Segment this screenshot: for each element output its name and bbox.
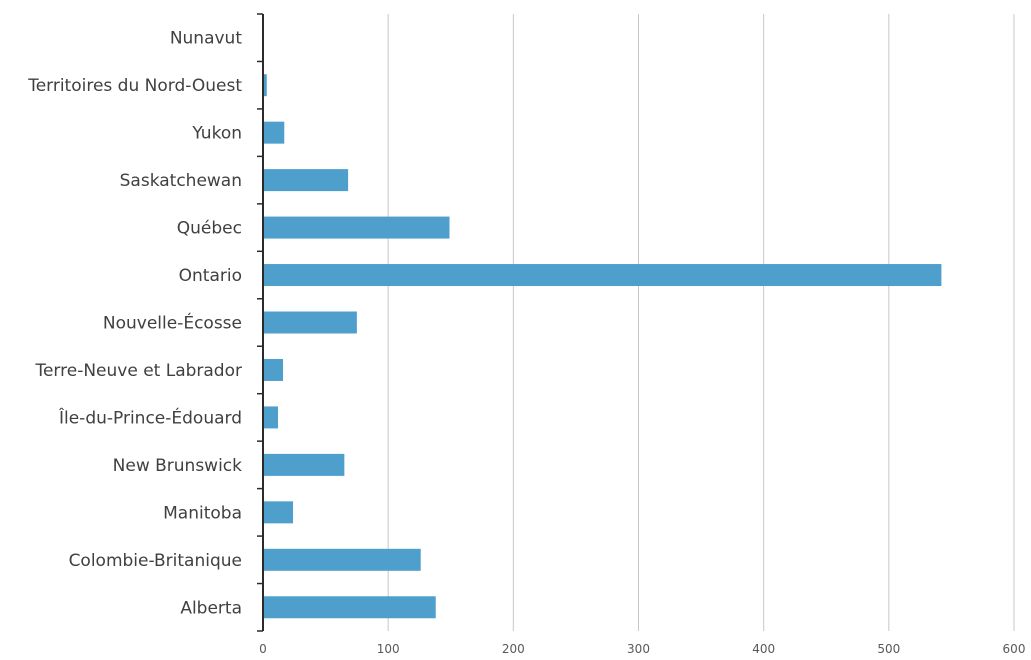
category-label: Alberta <box>180 598 242 618</box>
bar <box>263 501 294 524</box>
category-label: Québec <box>177 219 242 239</box>
x-tick-label: 600 <box>1003 642 1026 656</box>
bar <box>263 596 436 619</box>
x-tick-labels: 0 100 200 300 400 500 600 <box>259 642 1025 656</box>
bar <box>263 406 279 429</box>
category-label: Ontario <box>179 266 242 286</box>
y-axis <box>257 13 264 632</box>
x-tick-label: 100 <box>377 642 400 656</box>
category-label: Île-du-Prince-Édouard <box>58 406 242 428</box>
category-label: Terre-Neuve et Labrador <box>34 361 242 381</box>
x-tick-label: 300 <box>627 642 650 656</box>
bar <box>263 169 349 192</box>
bar <box>263 453 345 476</box>
bar <box>263 121 285 144</box>
category-label: Manitoba <box>163 503 242 523</box>
bar <box>263 74 267 97</box>
category-label: Yukon <box>191 124 242 144</box>
x-tick-label: 200 <box>502 642 525 656</box>
x-tick-label: 400 <box>752 642 775 656</box>
category-label: Colombie-Britanique <box>69 551 242 571</box>
bar <box>263 216 450 239</box>
bar <box>263 264 942 287</box>
bar <box>263 358 284 381</box>
gridlines <box>387 14 1015 631</box>
category-label: Nouvelle-Écosse <box>103 312 242 334</box>
x-tick-label: 500 <box>877 642 900 656</box>
category-label: Nunavut <box>170 29 243 49</box>
category-label: New Brunswick <box>113 456 243 476</box>
x-tick-label: 0 <box>259 642 267 656</box>
category-label: Saskatchewan <box>120 171 242 191</box>
bar <box>263 311 357 334</box>
bars <box>263 74 942 619</box>
category-labels: Nunavut Territoires du Nord-Ouest Yukon Sas… <box>27 29 242 619</box>
bar <box>263 548 421 571</box>
category-label: Territoires du Nord-Ouest <box>27 76 242 96</box>
